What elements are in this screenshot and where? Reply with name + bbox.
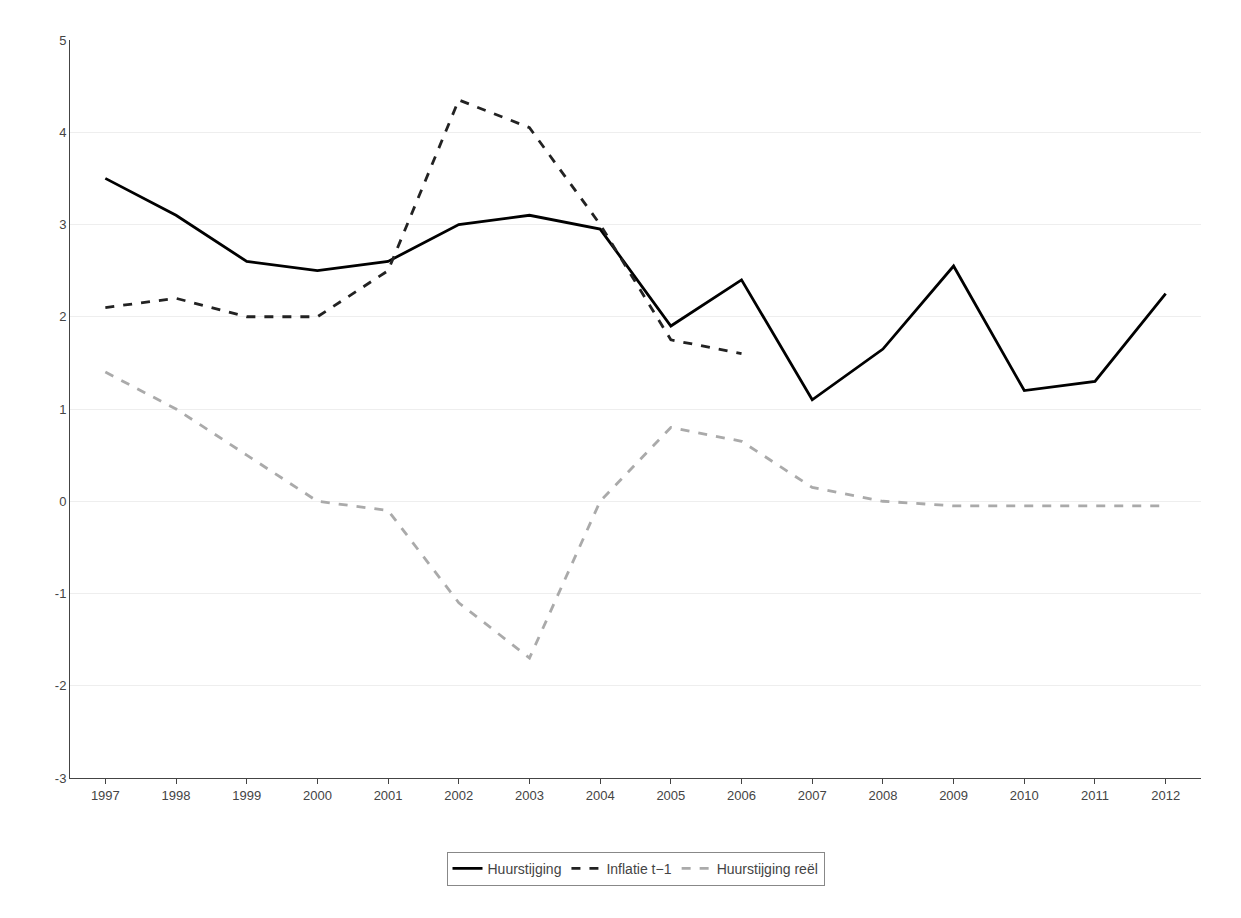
svg-text:2000: 2000 (303, 788, 332, 803)
svg-text:5: 5 (59, 33, 66, 48)
svg-text:2009: 2009 (939, 788, 968, 803)
svg-text:4: 4 (59, 125, 66, 140)
svg-text:2001: 2001 (374, 788, 403, 803)
svg-text:1997: 1997 (91, 788, 120, 803)
svg-text:2005: 2005 (656, 788, 685, 803)
svg-text:Huurstijging: Huurstijging (488, 861, 562, 877)
svg-text:2006: 2006 (727, 788, 756, 803)
svg-text:2012: 2012 (1151, 788, 1180, 803)
svg-text:3: 3 (59, 217, 66, 232)
svg-text:1998: 1998 (162, 788, 191, 803)
svg-text:2003: 2003 (515, 788, 544, 803)
svg-text:2002: 2002 (444, 788, 473, 803)
svg-text:-2: -2 (55, 678, 67, 693)
svg-text:Inflatie t−1: Inflatie t−1 (606, 861, 671, 877)
svg-text:2004: 2004 (586, 788, 615, 803)
svg-text:Huurstijging reël: Huurstijging reël (717, 861, 818, 877)
svg-text:2011: 2011 (1081, 788, 1109, 803)
svg-text:1999: 1999 (232, 788, 261, 803)
svg-text:2: 2 (59, 309, 66, 324)
svg-text:2007: 2007 (798, 788, 827, 803)
svg-text:0: 0 (59, 494, 66, 509)
svg-text:2010: 2010 (1010, 788, 1039, 803)
svg-text:2008: 2008 (868, 788, 897, 803)
svg-text:-3: -3 (55, 771, 67, 786)
svg-text:1: 1 (59, 402, 66, 417)
svg-text:-1: -1 (55, 586, 67, 601)
